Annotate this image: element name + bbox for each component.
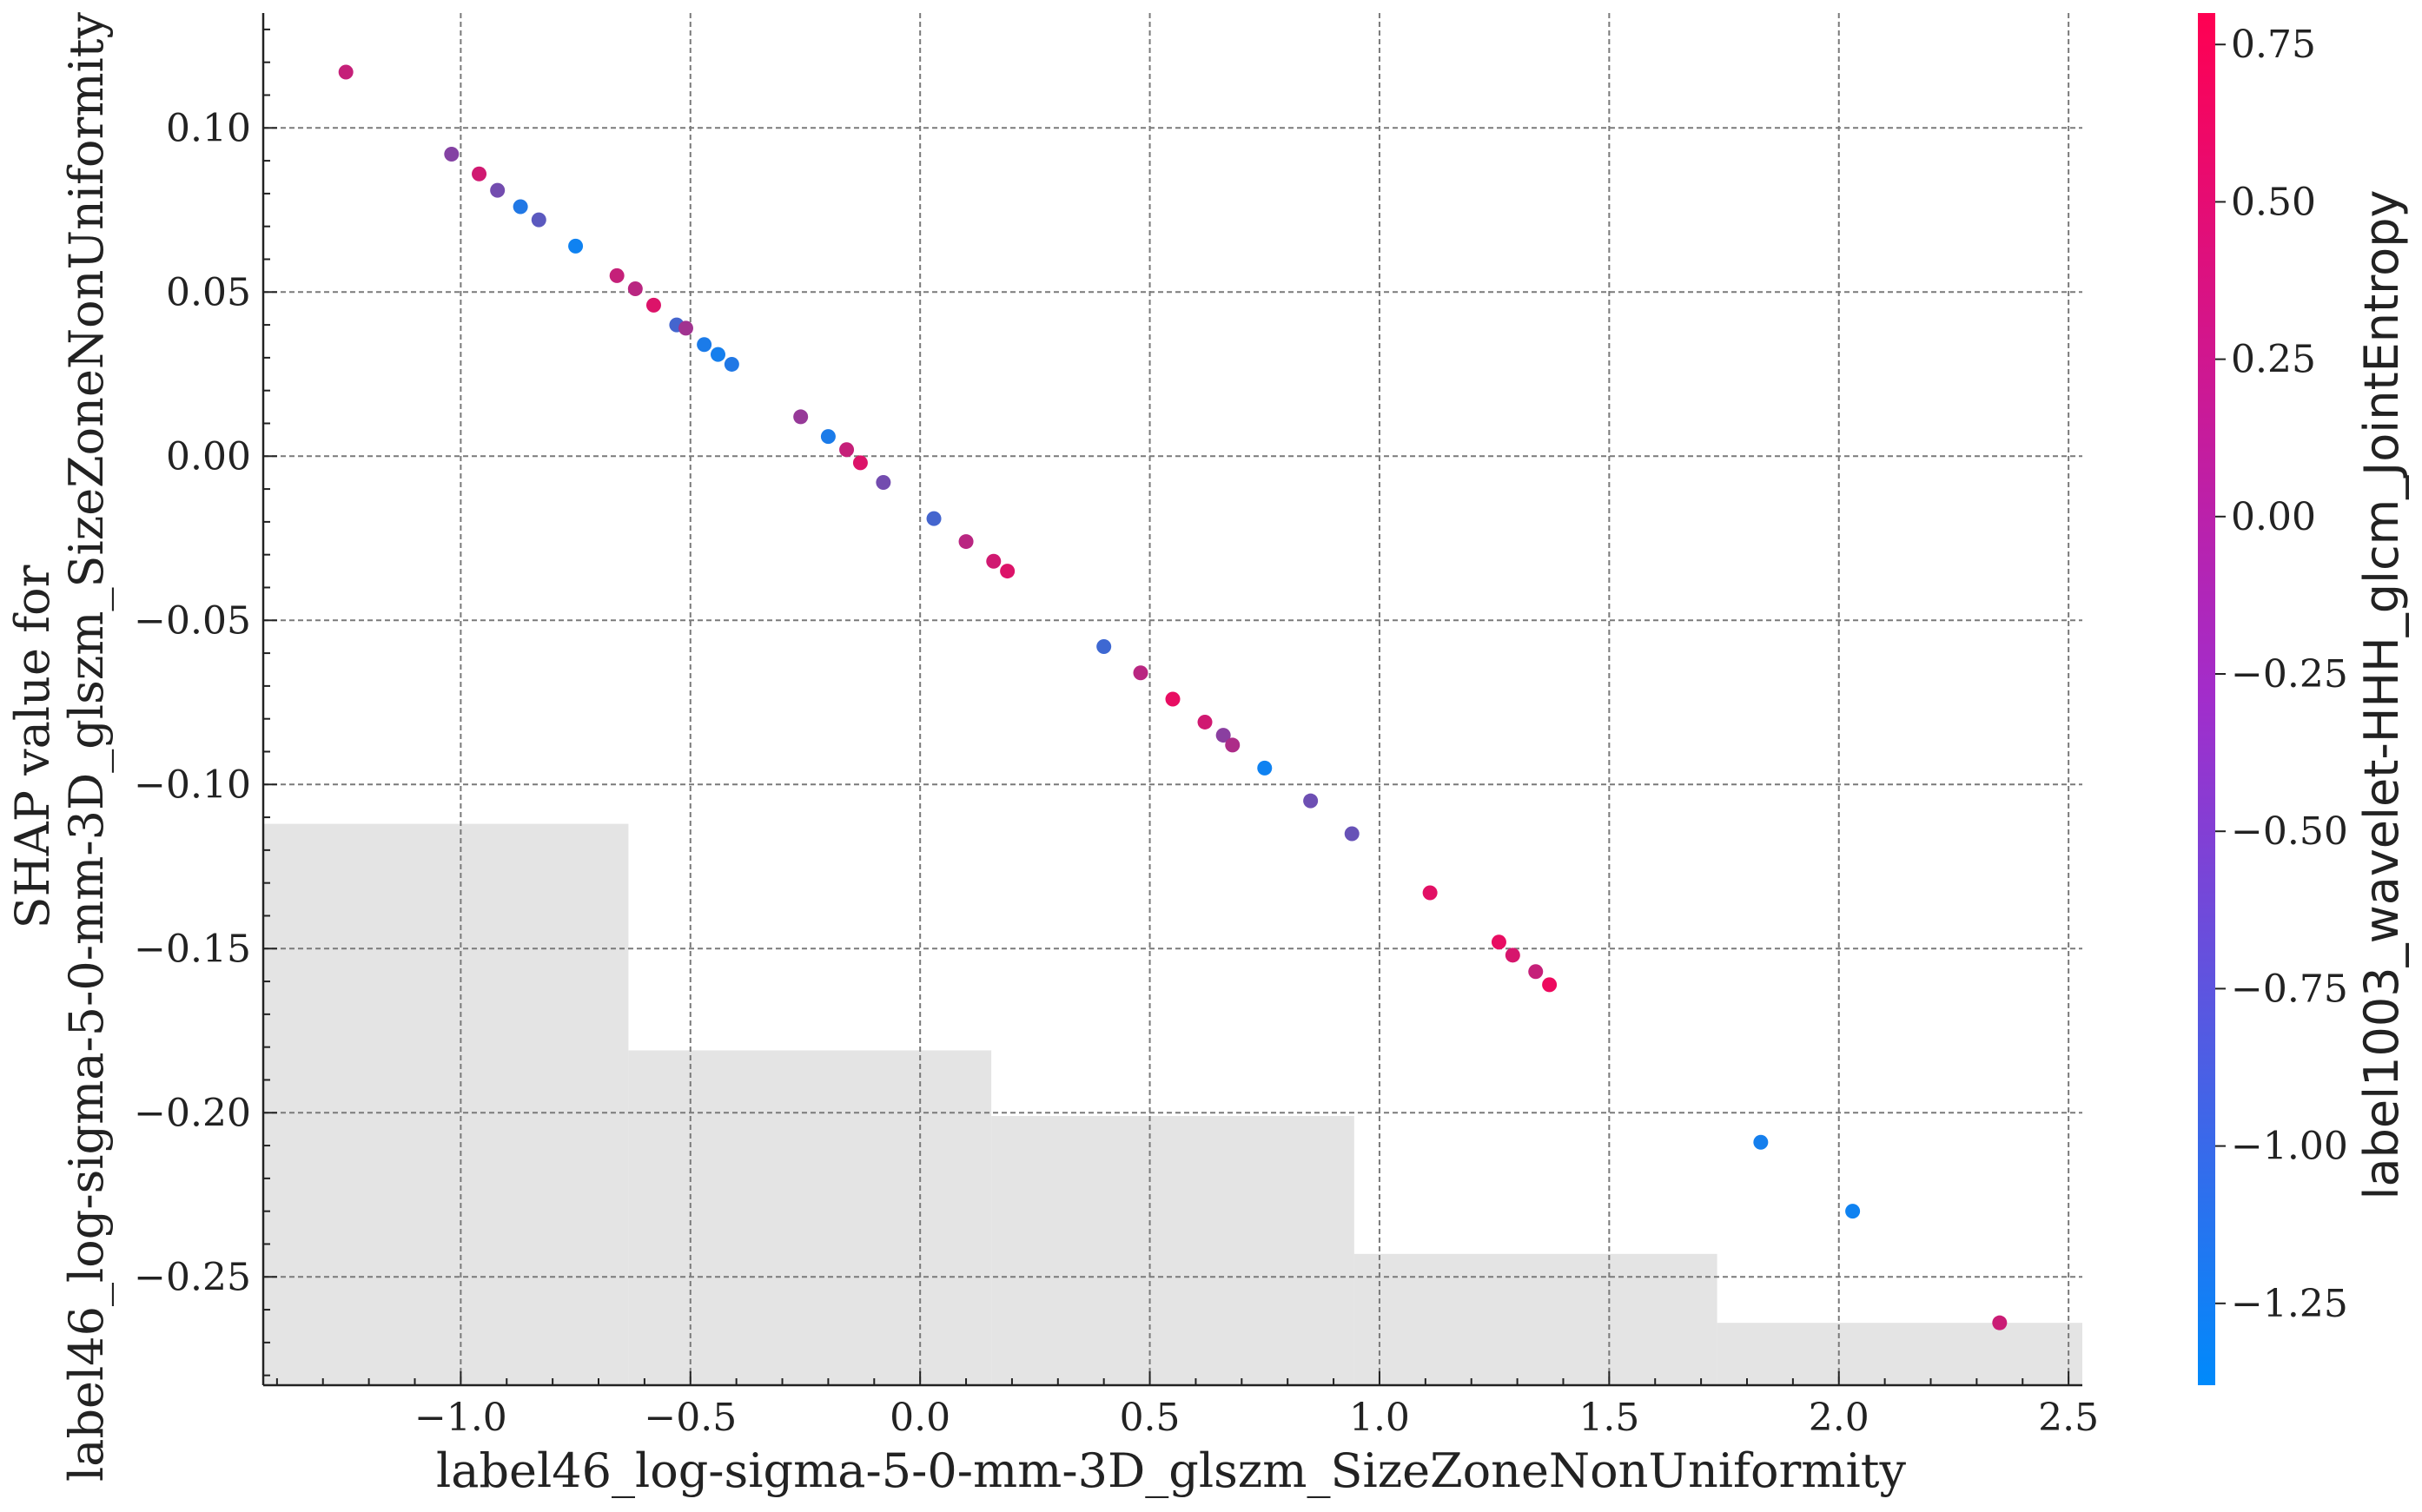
scatter-point [1000, 564, 1016, 579]
histogram-bar [1717, 1323, 2082, 1385]
y-tick-label: −0.05 [134, 598, 251, 643]
scatter-point [627, 281, 643, 297]
scatter-point [1257, 760, 1273, 776]
x-tick-label: 1.5 [1578, 1396, 1639, 1440]
histogram-bar [1353, 1253, 1717, 1385]
scatter-point [645, 297, 661, 313]
scatter-point [1528, 964, 1544, 980]
scatter-point [609, 267, 625, 283]
scatter-point [1753, 1134, 1769, 1150]
colorbar-tick-label: −0.25 [2231, 652, 2348, 697]
scatter-point [1215, 728, 1231, 743]
scatter-point [1542, 977, 1558, 993]
colorbar-tick-label: −1.25 [2231, 1282, 2348, 1326]
y-tick-label: 0.10 [166, 106, 251, 150]
scatter-point [958, 534, 974, 550]
scatter-point [711, 347, 725, 362]
x-tick-label: 2.0 [1809, 1396, 1869, 1440]
scatter-point [876, 475, 891, 491]
y-axis-label-line1: SHAP value for [5, 565, 60, 928]
y-tick-label: −0.25 [134, 1255, 251, 1299]
colorbar-tick-label: −0.50 [2231, 809, 2348, 854]
histogram-bar [263, 823, 629, 1385]
scatter-point [852, 455, 868, 471]
colorbar-tick-label: 0.50 [2231, 180, 2316, 224]
scatter-point [1197, 714, 1213, 730]
scatter-point [986, 553, 1002, 569]
scatter-point [1165, 691, 1181, 707]
scatter-point [724, 356, 739, 372]
scatter-point [1225, 737, 1241, 753]
scatter-point [1505, 947, 1520, 963]
colorbar-tick-label: −1.00 [2231, 1125, 2348, 1169]
colorbar-tick-label: 0.00 [2231, 495, 2316, 539]
y-tick-label: 0.00 [166, 434, 251, 479]
scatter-point [1303, 793, 1319, 809]
scatter-point [444, 147, 460, 162]
scatter-point [1096, 639, 1112, 655]
x-axis-label: label46_log-sigma-5-0-mm-3D_glszm_SizeZo… [436, 1443, 1907, 1498]
scatter-point [338, 64, 354, 80]
scatter-point [697, 337, 712, 353]
scatter-point [1133, 665, 1148, 681]
colorbar-tick-label: 0.75 [2231, 23, 2316, 67]
y-tick-label: −0.15 [134, 927, 251, 971]
scatter-point [513, 199, 528, 215]
x-tick-label: 0.0 [890, 1396, 950, 1440]
scatter-point [1422, 885, 1438, 901]
scatter-point [472, 166, 487, 182]
colorbar-tick-label: −0.75 [2231, 967, 2348, 1011]
colorbar [2198, 13, 2215, 1385]
y-tick-label: 0.05 [166, 270, 251, 314]
colorbar-ticks: 0.75 0.50 0.25 0.00 −0.25 −0.50 −0.75 −1.00 −1.2… [2215, 23, 2348, 1326]
scatter-point [1845, 1204, 1861, 1219]
axes: −1.0 −0.5 0.0 0.5 1.0 1.5 2.0 2.5 0.10 0.05 0.00 −0… [134, 13, 2099, 1440]
scatter-point [1344, 826, 1360, 842]
x-tick-label: −1.0 [414, 1396, 507, 1440]
y-tick-label: −0.20 [134, 1091, 251, 1135]
scatter-point [926, 511, 942, 526]
x-tick-label: 0.5 [1120, 1396, 1181, 1440]
scatter-point [793, 409, 809, 425]
x-tick-label: −0.5 [644, 1396, 737, 1440]
histogram-bar [991, 1116, 1354, 1385]
x-tick-label: 2.5 [2038, 1396, 2099, 1440]
scatter-point [531, 212, 546, 228]
scatter-point [839, 442, 855, 458]
scatter-point [490, 182, 506, 198]
scatter-point [568, 238, 584, 254]
y-tick-label: −0.10 [134, 763, 251, 807]
y-axis-label-line2: label46_log-sigma-5-0-mm-3D_glszm_SizeZo… [59, 12, 114, 1482]
scatter-points [338, 64, 2008, 1330]
colorbar-tick-label: 0.25 [2231, 338, 2316, 382]
scatter-point [678, 320, 693, 336]
scatter-point [1491, 934, 1506, 950]
grid-lines [263, 13, 2082, 1385]
scatter-point [1992, 1315, 2008, 1330]
colorbar-label: label1003_wavelet-HHH_glcm_JointEntropy [2354, 190, 2409, 1200]
scatter-point [820, 429, 836, 445]
histogram-background [263, 823, 2082, 1385]
x-tick-label: 1.0 [1349, 1396, 1410, 1440]
histogram-bar [628, 1050, 992, 1385]
